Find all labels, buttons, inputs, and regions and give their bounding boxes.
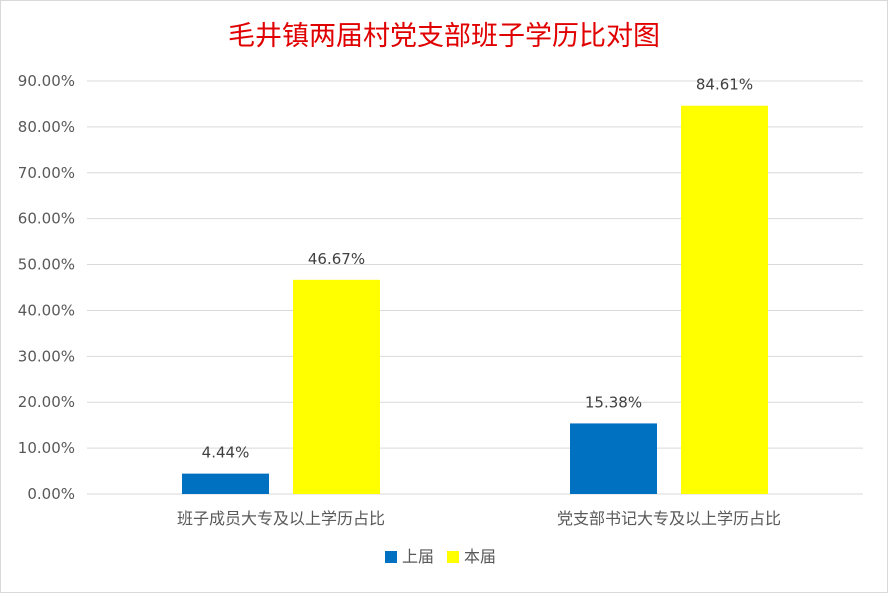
bar-current-1	[293, 279, 380, 494]
legend-label: 本届	[464, 547, 496, 566]
y-tick-label: 90.00%	[18, 72, 75, 90]
y-tick-label: 40.00%	[18, 301, 75, 319]
data-label: 4.44%	[202, 444, 250, 462]
bar-previous-2	[570, 423, 657, 494]
data-label: 46.67%	[308, 250, 365, 268]
bar-current-2	[681, 105, 768, 495]
chart-title: 毛井镇两届村党支部班子学历比对图	[228, 21, 660, 52]
y-axis-tick-labels: 0.00% 10.00% 20.00% 30.00% 40.00% 50.00% 60.00…	[18, 72, 75, 503]
y-tick-label: 0.00%	[27, 485, 75, 503]
x-axis-tick-labels: 班子成员大专及以上学历占比 党支部书记大专及以上学历占比	[177, 509, 781, 528]
legend-label: 上届	[402, 547, 434, 566]
y-tick-label: 70.00%	[18, 164, 75, 182]
y-tick-label: 50.00%	[18, 256, 75, 274]
data-labels: 4.44% 46.67% 15.38% 84.61%	[202, 76, 753, 462]
y-tick-label: 30.00%	[18, 347, 75, 365]
y-tick-label: 20.00%	[18, 393, 75, 411]
y-tick-label: 10.00%	[18, 439, 75, 457]
bars	[182, 105, 768, 495]
bar-previous-1	[182, 473, 269, 494]
data-label: 84.61%	[696, 76, 753, 94]
x-tick-label: 班子成员大专及以上学历占比	[177, 509, 385, 528]
legend-swatch	[385, 551, 397, 563]
gridlines	[87, 80, 863, 495]
y-tick-label: 80.00%	[18, 118, 75, 136]
data-label: 15.38%	[585, 393, 642, 411]
legend-swatch	[447, 551, 459, 563]
y-tick-label: 60.00%	[18, 210, 75, 228]
x-tick-label: 党支部书记大专及以上学历占比	[557, 509, 781, 528]
legend: 上届 本届	[385, 547, 496, 566]
